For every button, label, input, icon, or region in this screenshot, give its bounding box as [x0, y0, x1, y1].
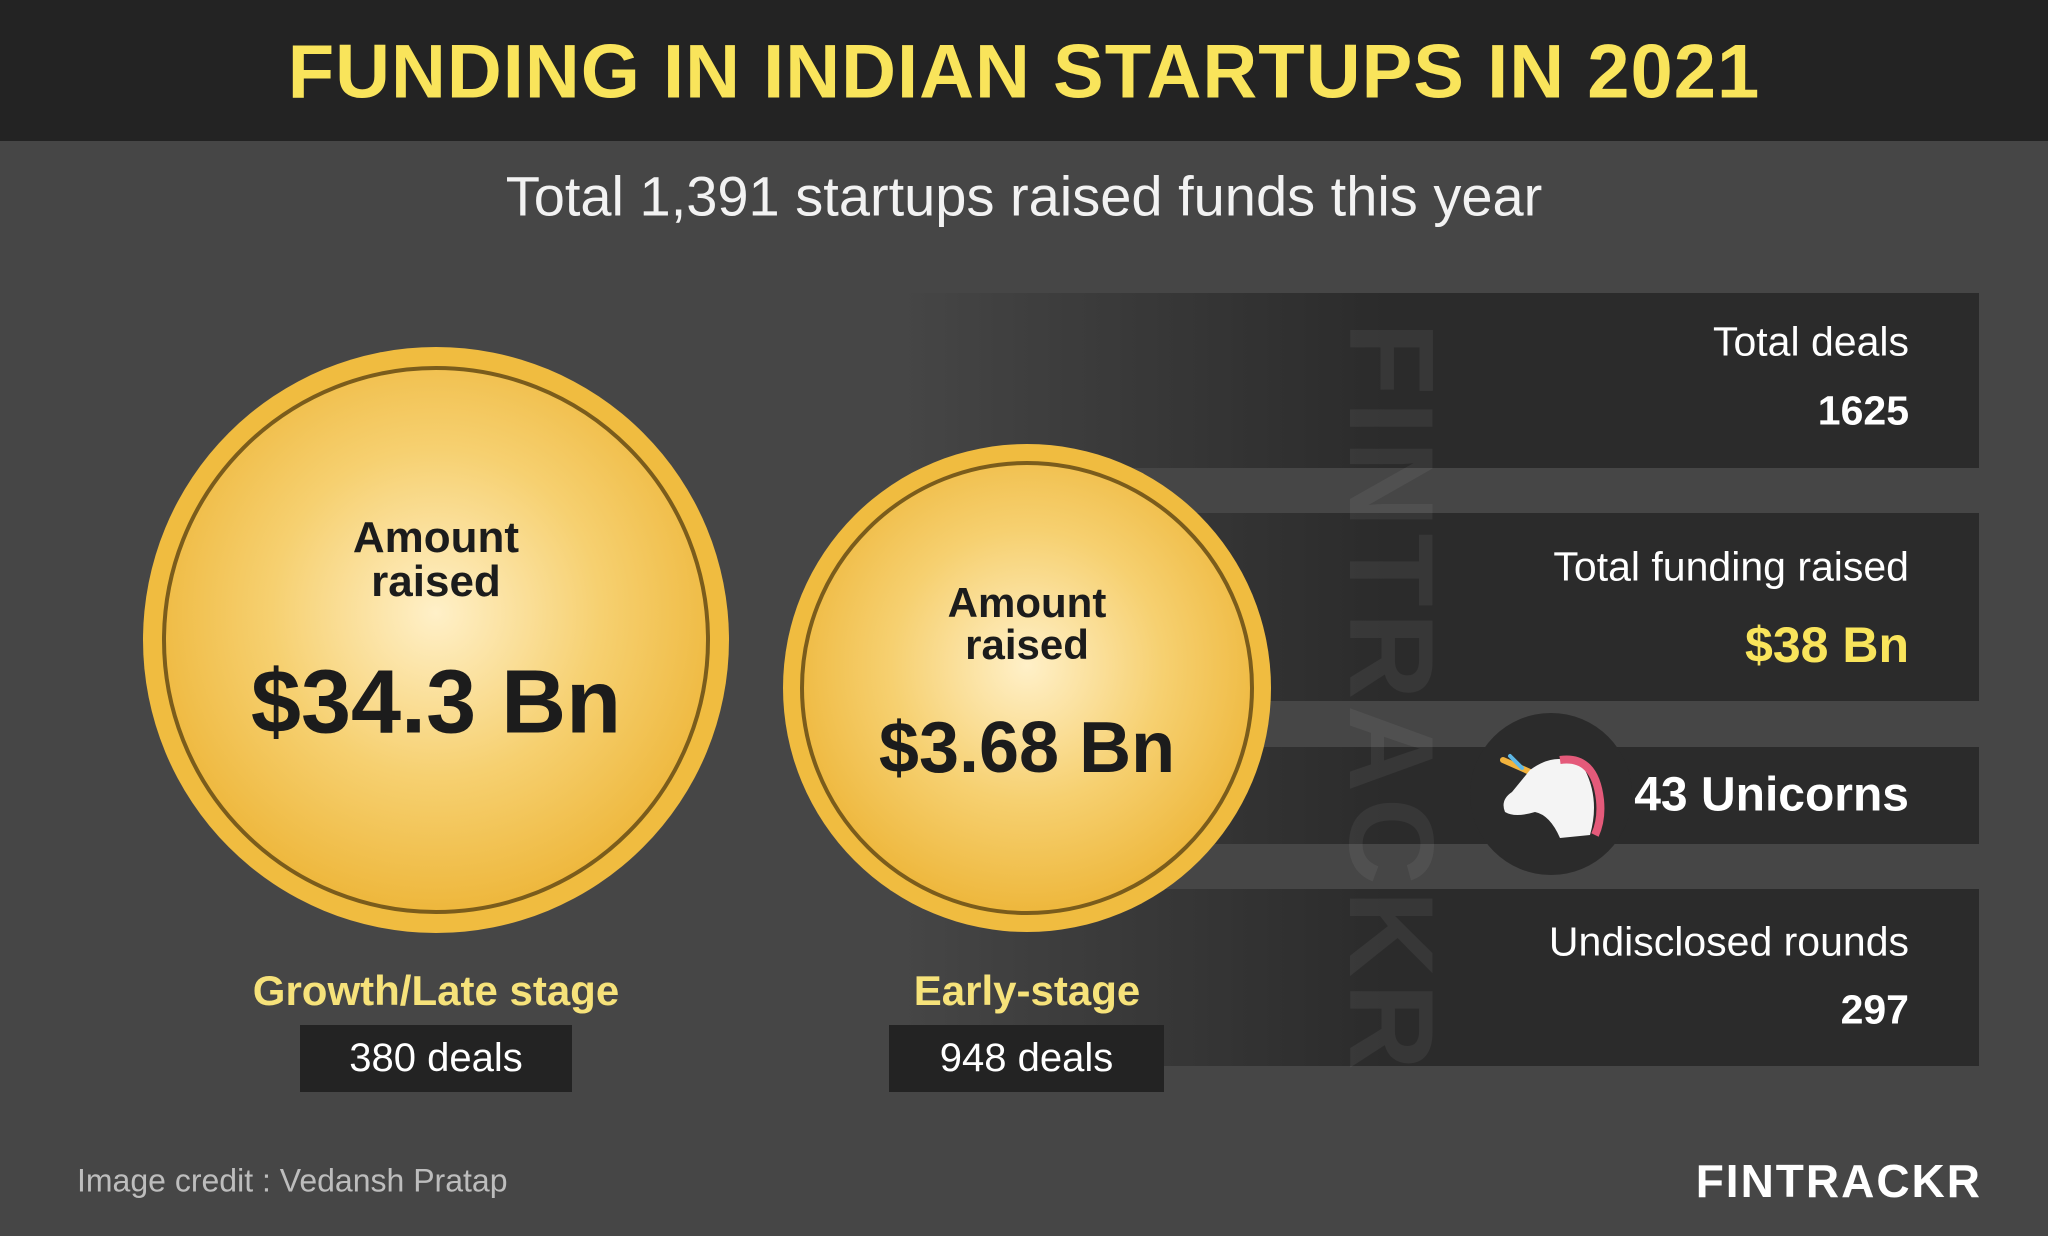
stat-label: Total funding raised [1553, 543, 1909, 590]
image-credit: Image credit : Vedansh Pratap [77, 1162, 508, 1199]
coin-face [162, 366, 710, 914]
amount: $3.68 Bn [878, 708, 1176, 788]
title: FUNDING IN INDIAN STARTUPS IN 2021 [287, 29, 1761, 115]
header-bar [0, 0, 2048, 141]
coin-face [800, 461, 1254, 915]
subtitle: Total 1,391 startups raised funds this y… [505, 164, 1543, 228]
amount-label: Amount raised [352, 513, 520, 606]
deals: 948 deals [939, 1036, 1114, 1080]
unicorn-icon [1470, 713, 1632, 875]
deals: 380 deals [349, 1036, 523, 1080]
deals-box: 948 deals [889, 1025, 1164, 1092]
stat-value: 1625 [1817, 387, 1909, 434]
stage-label: Growth/Late stage [252, 967, 620, 1014]
stat-panel [900, 293, 1979, 468]
stat-label: Total deals [1712, 318, 1909, 365]
stat-value: 297 [1840, 986, 1909, 1033]
stat-value: $38 Bn [1745, 617, 1909, 673]
deals-box: 380 deals [300, 1025, 572, 1092]
amount: $34.3 Bn [250, 652, 622, 753]
stage-label: Early-stage [913, 967, 1141, 1014]
stat-label: 43 Unicorns [1634, 768, 1909, 822]
stat-label: Undisclosed rounds [1548, 918, 1909, 965]
logo: FINTRACKR [1695, 1155, 1982, 1207]
amount-label: Amount raised [947, 579, 1107, 668]
